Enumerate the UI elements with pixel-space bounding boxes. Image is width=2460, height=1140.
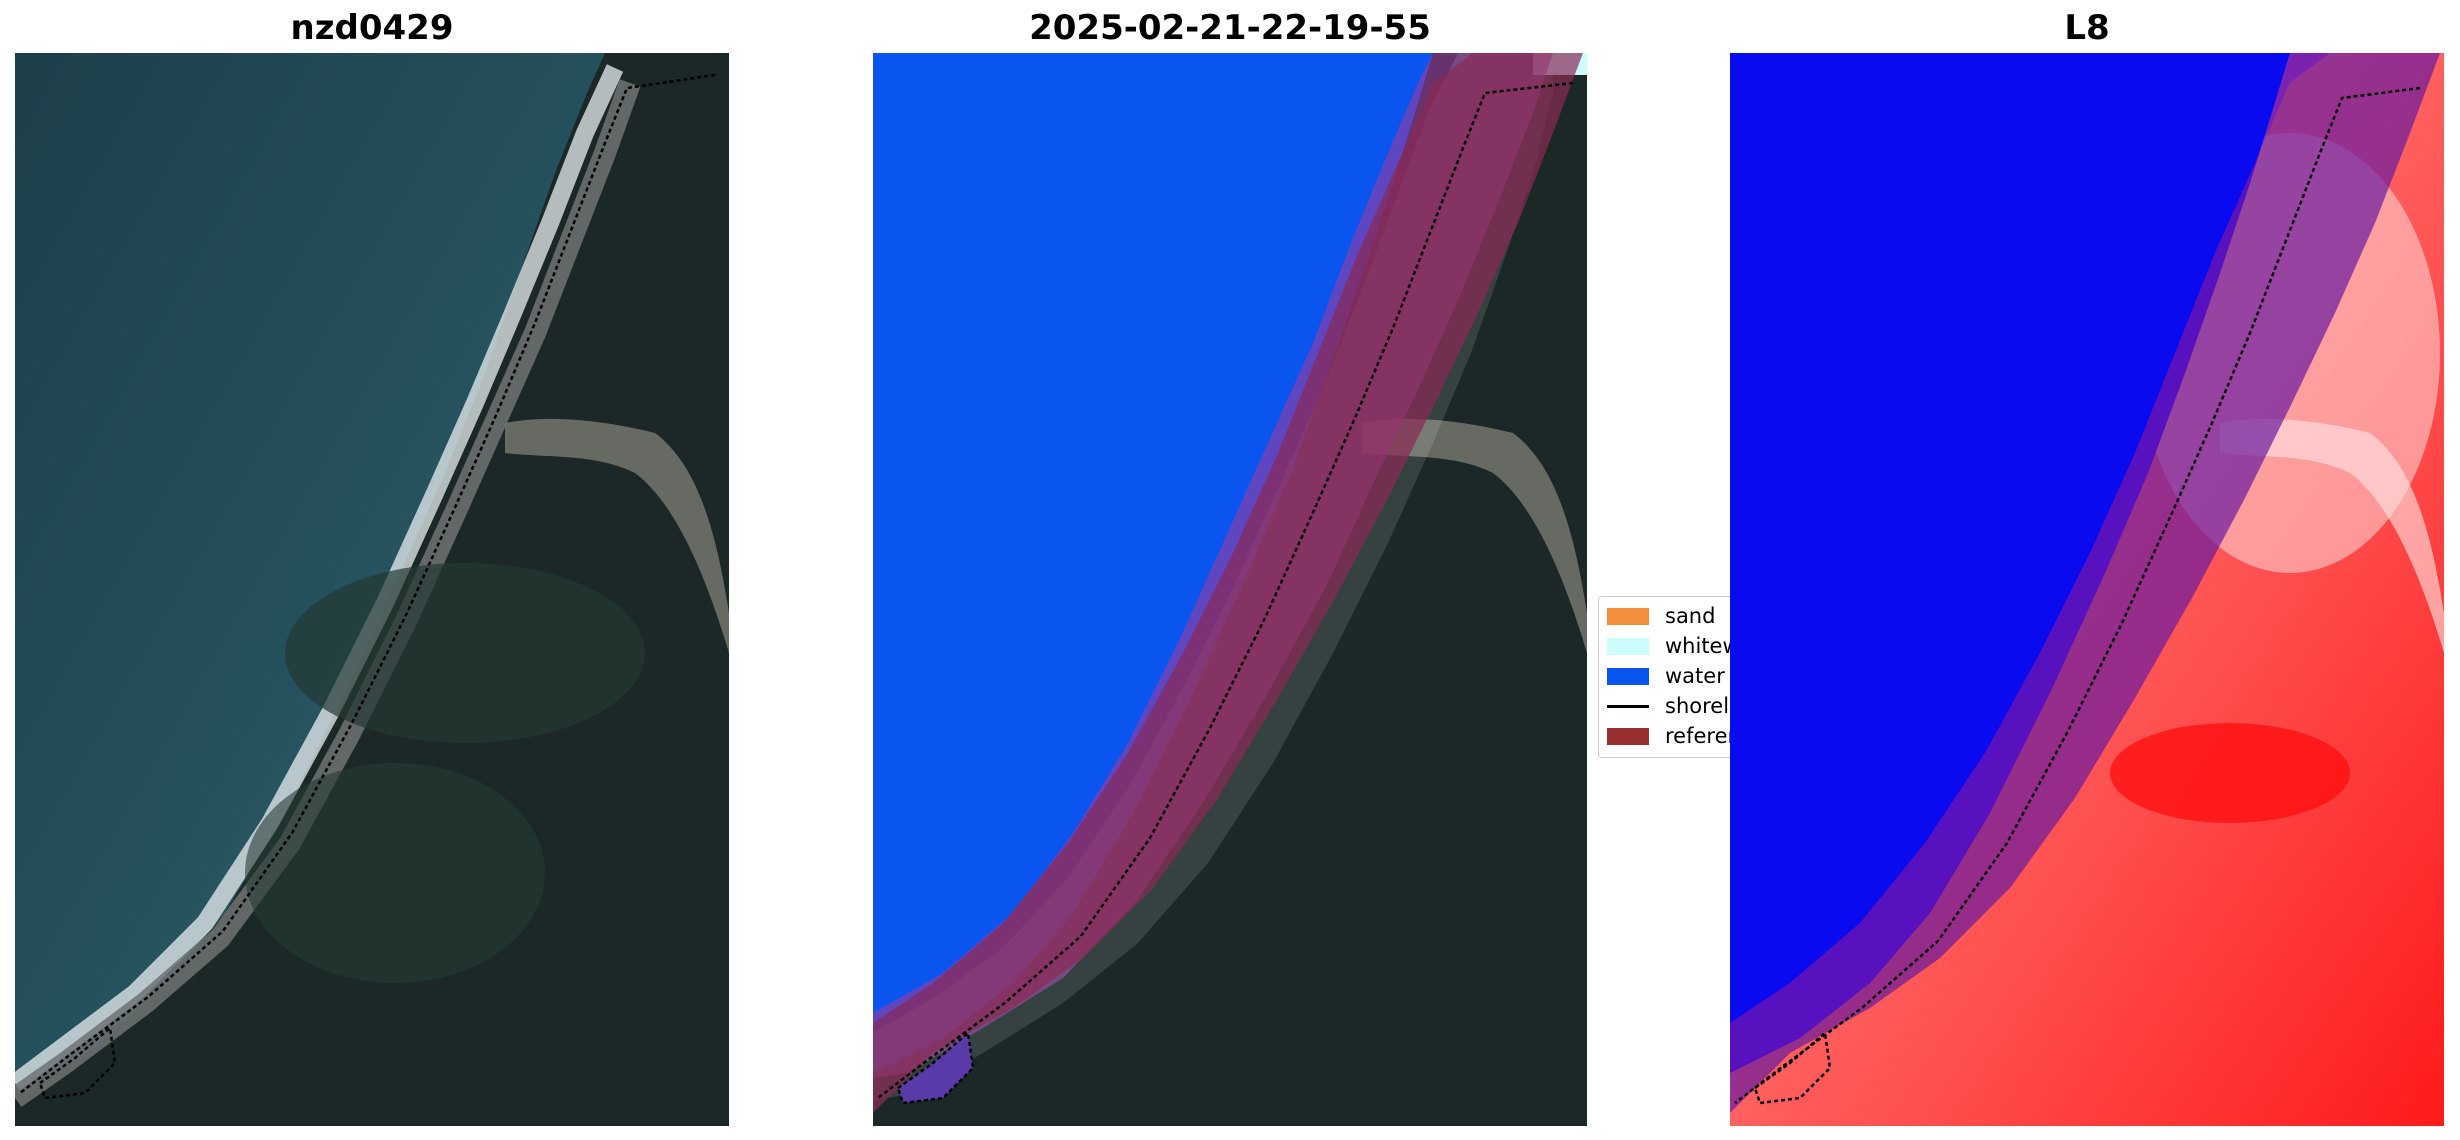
legend-item-sand: sand (1607, 601, 1715, 631)
legend-item-water: water (1607, 661, 1725, 691)
classification-image (873, 53, 1587, 1126)
legend-label: water (1665, 664, 1725, 688)
reference-swatch (1607, 727, 1649, 745)
shoreline (19, 73, 716, 1094)
rgb-image (15, 53, 729, 1126)
shoreline-line-swatch (1607, 704, 1649, 708)
reference-buffer (873, 53, 1583, 1113)
vegetation-patch (285, 563, 645, 743)
index-map-image (1730, 53, 2444, 1126)
river-channel (2220, 418, 2444, 653)
classification-panel (873, 53, 1587, 1126)
legend-item-reference: referer (1607, 721, 1736, 751)
ocean-area (15, 53, 605, 1093)
rgb-image-panel (15, 53, 729, 1126)
dense-vegetation (2110, 723, 2350, 823)
whitewater-swatch (1607, 637, 1649, 655)
index-map-panel (1730, 53, 2444, 1126)
shoreline-lagoon (1753, 1030, 1832, 1105)
water-class (873, 53, 1433, 1073)
shoreline-lagoon (896, 1030, 975, 1105)
legend-label: whitew (1665, 634, 1738, 658)
river-channel (505, 418, 729, 653)
water-index (1730, 53, 2290, 1073)
legend-item-whitewater: whitew (1607, 631, 1738, 661)
vegetation-patch (245, 763, 545, 983)
legend-item-shoreline: shorel (1607, 691, 1729, 721)
shoreline-lagoon (38, 1025, 117, 1100)
panel-title-2: 2025-02-21-22-19-55 (1029, 8, 1431, 48)
shoreline (1734, 86, 2421, 1104)
legend-label: referer (1665, 724, 1737, 748)
legend: sand whitew water shorel referer (1598, 596, 1738, 758)
panel-title-1: nzd0429 (290, 8, 454, 48)
legend-label: sand (1665, 604, 1716, 628)
river-channel (1363, 418, 1587, 653)
sand-swatch (1607, 607, 1649, 625)
panel-title-3: L8 (2064, 8, 2110, 48)
legend-label: shorel (1665, 694, 1730, 718)
shoreline (877, 81, 1574, 1099)
water-swatch (1607, 667, 1649, 685)
